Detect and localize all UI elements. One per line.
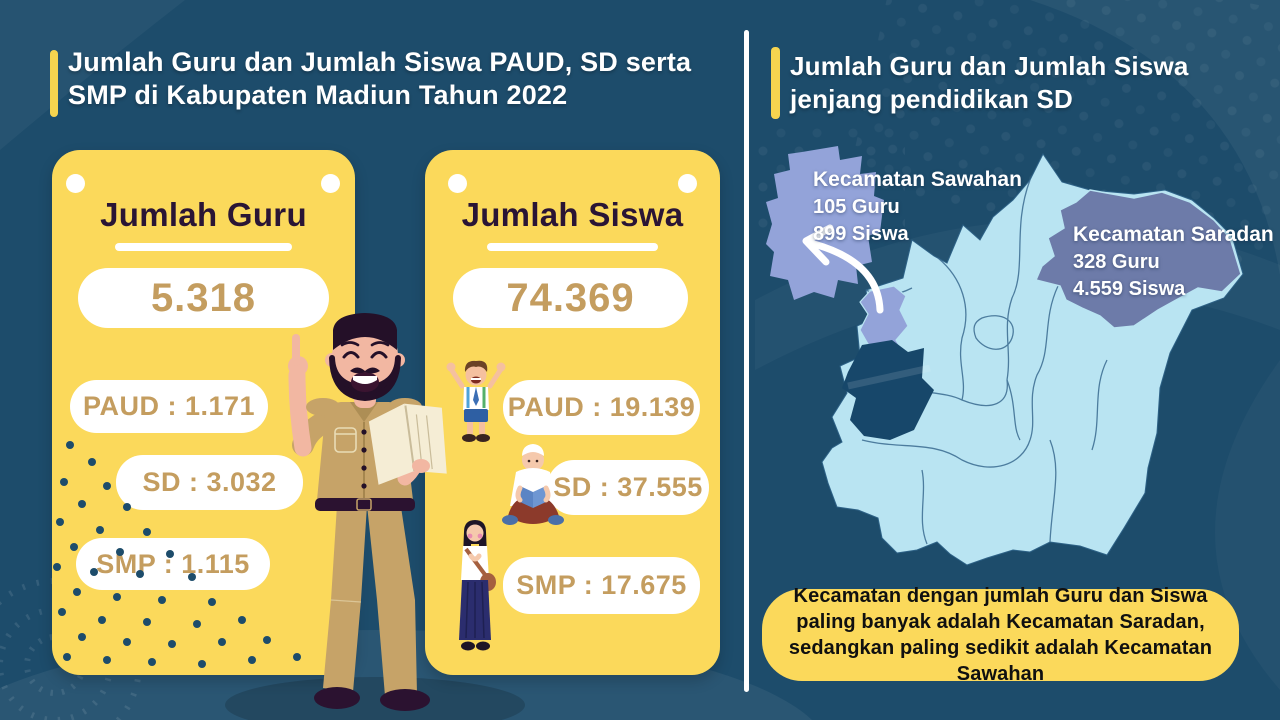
boy-hair-icon bbox=[464, 360, 488, 372]
saradan-guru: 328 Guru bbox=[1073, 251, 1160, 273]
pointing-finger-icon bbox=[292, 334, 300, 366]
saradan-callout: Kecamatan Saradan 328 Guru 4.559 Siswa bbox=[1073, 221, 1274, 303]
reading-student-illustration bbox=[502, 444, 564, 525]
teacher-shadow bbox=[225, 677, 525, 720]
cheering-student-illustration bbox=[446, 360, 506, 442]
left-title-line1: Jumlah Guru dan Jumlah Siswa PAUD, SD se… bbox=[68, 47, 692, 77]
right-panel-title: Jumlah Guru dan Jumlah Siswa jenjang pen… bbox=[790, 50, 1189, 116]
closed-eye-icon bbox=[370, 351, 388, 359]
white-cap-icon bbox=[522, 444, 544, 456]
left-title-line2: SMP di Kabupaten Madiun Tahun 2022 bbox=[68, 80, 568, 110]
guru-total-value: 5.318 bbox=[78, 268, 329, 328]
female-student-illustration bbox=[459, 520, 496, 651]
siswa-total-value: 74.369 bbox=[453, 268, 688, 328]
teacher-illustration bbox=[288, 313, 447, 711]
belt-icon bbox=[315, 498, 415, 511]
sawahan-callout: Kecamatan Sawahan 105 Guru 899 Siswa bbox=[813, 166, 1022, 248]
left-panel-title: Jumlah Guru dan Jumlah Siswa PAUD, SD se… bbox=[68, 46, 691, 112]
conclusion-text: Kecamatan dengan jumlah Guru dan Siswa p… bbox=[788, 585, 1213, 685]
card-hole-icon bbox=[66, 174, 85, 193]
guru-paud-stat: PAUD : 1.171 bbox=[70, 380, 268, 433]
panel-divider bbox=[744, 30, 749, 692]
sawahan-name: Kecamatan Sawahan bbox=[813, 168, 1022, 191]
guru-sd-stat: SD : 3.032 bbox=[116, 455, 303, 510]
card-hole-icon bbox=[448, 174, 467, 193]
saradan-district bbox=[1034, 189, 1242, 329]
saradan-name: Kecamatan Saradan bbox=[1073, 223, 1274, 246]
saradan-siswa: 4.559 Siswa bbox=[1073, 278, 1186, 300]
card-hole-icon bbox=[678, 174, 697, 193]
sawahan-siswa: 899 Siswa bbox=[813, 223, 909, 245]
callout-arrow-icon bbox=[802, 224, 884, 314]
teacher-shoe-icon bbox=[314, 687, 360, 709]
sawahan-guru: 105 Guru bbox=[813, 196, 900, 218]
right-title-line2: jenjang pendidikan SD bbox=[790, 84, 1074, 114]
kabupaten-madiun-map bbox=[766, 146, 1244, 566]
corner-arc-top-left bbox=[0, 0, 185, 150]
open-book-icon bbox=[368, 403, 447, 485]
tie-icon bbox=[473, 387, 479, 406]
right-title-accent-bar bbox=[771, 47, 780, 119]
left-title-accent-bar bbox=[50, 50, 58, 117]
closed-eye-icon bbox=[342, 351, 360, 359]
dot-grid-top-right bbox=[847, 0, 1280, 271]
guru-smp-stat: SMP : 1.115 bbox=[76, 538, 270, 590]
bag-strap-icon bbox=[464, 547, 488, 578]
teacher-shoe-icon bbox=[380, 689, 430, 711]
crossed-legs-icon bbox=[508, 496, 559, 524]
card-hole-icon bbox=[321, 174, 340, 193]
siswa-smp-stat: SMP : 17.675 bbox=[503, 557, 700, 614]
dark-district bbox=[842, 340, 934, 440]
mustache-icon bbox=[350, 367, 380, 374]
siswa-card-underline bbox=[487, 243, 658, 251]
right-title-line1: Jumlah Guru dan Jumlah Siswa bbox=[790, 51, 1189, 81]
conclusion-box: Kecamatan dengan jumlah Guru dan Siswa p… bbox=[762, 585, 1239, 685]
siswa-sd-stat: SD : 37.555 bbox=[547, 460, 709, 515]
beard-icon bbox=[329, 355, 401, 401]
guru-card-title: Jumlah Guru bbox=[100, 196, 307, 233]
siswa-paud-stat: PAUD : 19.139 bbox=[503, 380, 700, 435]
siswa-card-title: Jumlah Siswa bbox=[461, 196, 684, 233]
peci-cap-icon bbox=[333, 313, 397, 350]
blue-book-icon bbox=[520, 486, 546, 508]
guru-card-underline bbox=[115, 243, 292, 251]
